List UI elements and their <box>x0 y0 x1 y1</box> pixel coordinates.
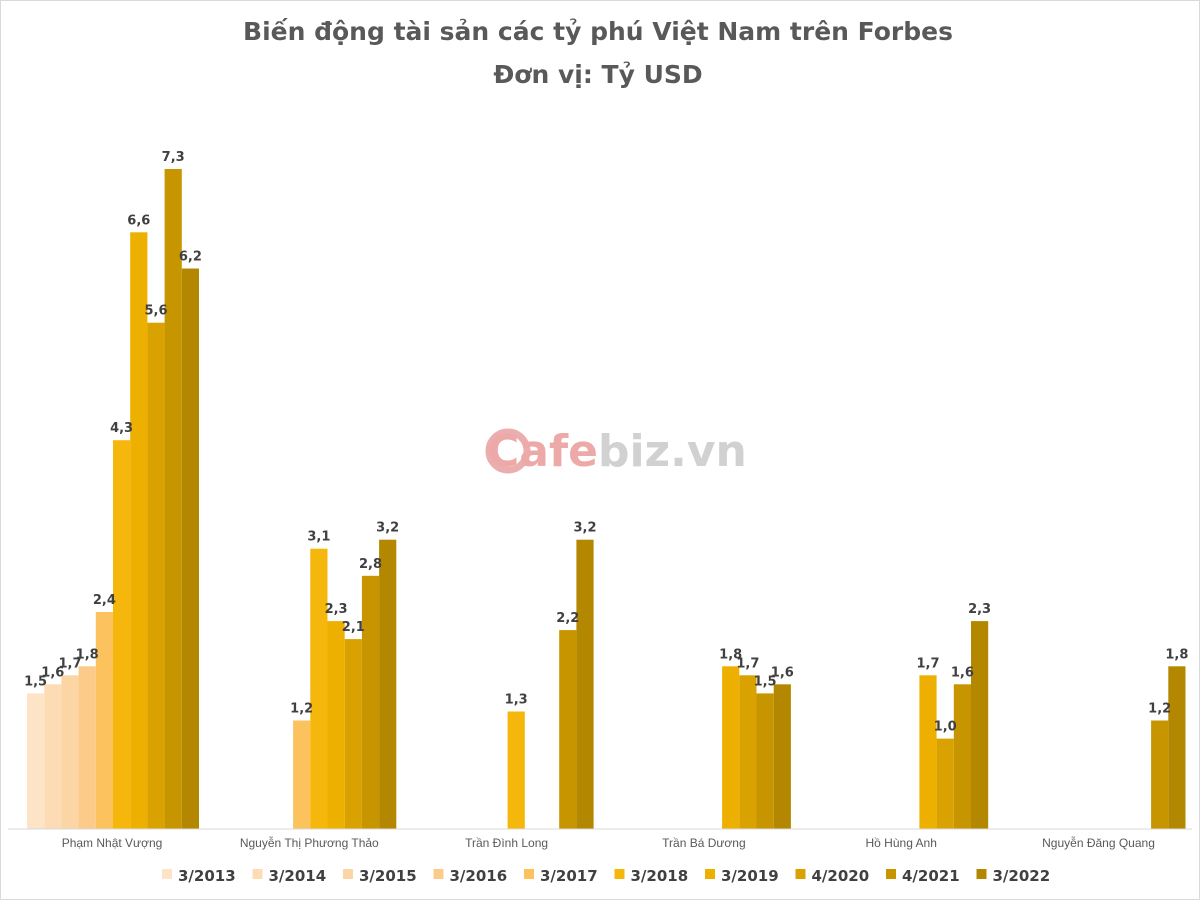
bar <box>971 621 989 829</box>
data-label: 7,3 <box>162 150 185 165</box>
category-label: Trần Bá Dương <box>662 836 746 850</box>
legend-swatch <box>252 869 263 879</box>
data-label: 1,7 <box>736 656 759 671</box>
bar <box>327 621 345 829</box>
bar <box>61 675 79 829</box>
legend-swatch <box>343 869 353 879</box>
category-label: Nguyễn Đăng Quang <box>1042 835 1155 850</box>
bar <box>379 539 397 829</box>
legend-label: 3/2018 <box>631 867 689 885</box>
legend-label: 4/2020 <box>812 867 870 885</box>
bars-layer <box>27 169 1186 830</box>
legend-swatch <box>976 869 987 879</box>
legend-label: 3/2013 <box>178 867 236 885</box>
data-label: 1,7 <box>58 656 81 671</box>
bar <box>44 684 62 829</box>
svg-text:Cafebiz.vn: Cafebiz.vn <box>487 426 747 477</box>
legend-label: 4/2021 <box>902 867 960 885</box>
bar <box>95 612 113 829</box>
bar <box>130 232 148 830</box>
bar <box>722 666 740 829</box>
chart-title: Biến động tài sản các tỷ phú Việt Nam tr… <box>243 17 953 46</box>
data-label: 1,6 <box>951 665 974 680</box>
legend-swatch <box>886 869 896 879</box>
legend-label: 3/2016 <box>450 867 508 885</box>
legend-swatch <box>162 869 172 879</box>
watermark-part1: Cafe <box>487 426 598 477</box>
category-label: Phạm Nhật Vượng <box>62 836 163 850</box>
bar <box>147 322 165 829</box>
legend-label: 3/2014 <box>269 867 327 885</box>
watermark: Cafebiz.vn <box>485 426 747 477</box>
data-label: 1,7 <box>916 656 939 671</box>
bar <box>1168 666 1186 829</box>
data-label: 1,5 <box>24 674 47 689</box>
data-label: 3,2 <box>573 521 596 536</box>
legend-swatch <box>524 869 534 879</box>
legend-label: 3/2015 <box>359 867 417 885</box>
data-label: 1,3 <box>505 693 528 708</box>
bar <box>164 169 182 829</box>
watermark-part2: biz <box>598 426 670 477</box>
bar <box>181 268 199 829</box>
watermark-part3: .vn <box>670 426 747 477</box>
data-label: 1,2 <box>290 702 313 717</box>
data-label: 4,3 <box>110 421 133 436</box>
bar <box>78 666 96 829</box>
data-label: 5,6 <box>144 304 167 319</box>
bar <box>344 639 362 829</box>
bar <box>773 684 791 829</box>
bar <box>310 548 328 829</box>
category-labels-layer: Phạm Nhật Vượng Nguyễn Thị Phương Thảo Trầ… <box>62 835 1155 850</box>
data-label: 1,2 <box>1148 702 1171 717</box>
data-label: 1,8 <box>76 647 99 662</box>
data-label: 6,2 <box>179 250 202 265</box>
bar <box>507 711 525 829</box>
category-label: Trần Đình Long <box>465 836 548 850</box>
legend-swatch <box>705 869 715 879</box>
bar <box>361 575 380 829</box>
legend-swatch <box>795 869 806 879</box>
legend-label: 3/2022 <box>993 867 1051 885</box>
category-label: Hồ Hùng Anh <box>866 836 937 850</box>
bar <box>936 738 954 829</box>
bar <box>1151 720 1169 829</box>
category-label: Nguyễn Thị Phương Thảo <box>240 835 379 850</box>
legend: 3/2013 3/2014 3/2015 3/2016 3/2017 3/2018 3/20… <box>162 867 1050 885</box>
data-label: 3,2 <box>376 521 399 536</box>
value-labels-layer: 1,51,61,71,82,44,36,65,67,36,21,23,12,32… <box>24 150 1188 735</box>
legend-label: 3/2019 <box>721 867 779 885</box>
bar <box>113 440 131 829</box>
data-label: 6,6 <box>127 213 150 228</box>
bar <box>953 684 971 829</box>
data-label: 1,6 <box>41 665 64 680</box>
bar <box>576 539 594 829</box>
data-label: 2,4 <box>93 593 116 608</box>
data-label: 1,5 <box>754 674 777 689</box>
watermark-logo-icon <box>485 428 531 474</box>
data-label: 2,8 <box>359 557 382 572</box>
data-label: 2,2 <box>556 611 579 626</box>
bar <box>756 693 774 829</box>
data-label: 2,3 <box>968 602 991 617</box>
bar <box>919 675 937 829</box>
bar <box>293 720 311 829</box>
legend-swatch <box>433 869 444 879</box>
data-label: 2,3 <box>325 602 348 617</box>
data-label: 1,8 <box>719 647 742 662</box>
data-label: 2,1 <box>342 620 365 635</box>
legend-swatch <box>614 869 625 879</box>
data-label: 1,8 <box>1165 647 1188 662</box>
bar <box>559 630 577 829</box>
data-label: 1,0 <box>934 720 957 735</box>
bar <box>739 675 757 829</box>
legend-label: 3/2017 <box>540 867 598 885</box>
bar <box>27 693 45 829</box>
data-label: 1,6 <box>771 665 794 680</box>
chart-subtitle: Đơn vị: Tỷ USD <box>493 60 702 89</box>
data-label: 3,1 <box>307 530 330 545</box>
